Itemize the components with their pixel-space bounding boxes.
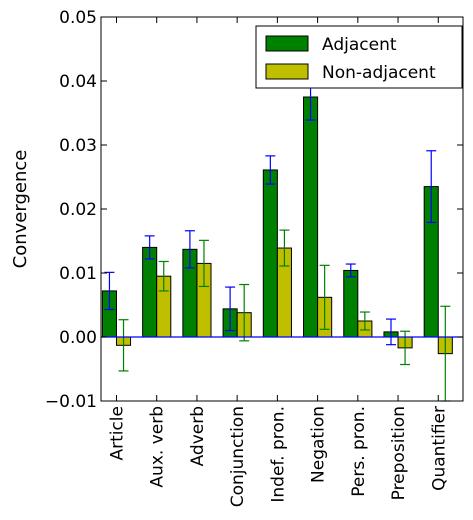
bars-layer bbox=[101, 96, 453, 355]
bar-adjacent-4 bbox=[262, 169, 278, 338]
error-bar-adjacent-2 bbox=[184, 230, 195, 269]
error-bar-non-adjacent-2 bbox=[198, 239, 209, 288]
y-axis-ticks: −0.01 0.00 0.01 0.02 0.03 0.04 0.05 bbox=[45, 8, 463, 412]
y-tick-label: 0.04 bbox=[59, 72, 97, 92]
error-bar-non-adjacent-1 bbox=[158, 260, 169, 292]
error-bar-non-adjacent-5 bbox=[319, 264, 330, 330]
error-bar-non-adjacent-4 bbox=[279, 229, 290, 267]
error-bar-adjacent-6 bbox=[345, 263, 356, 278]
legend-swatch-adjacent bbox=[265, 35, 309, 52]
y-tick-label: 0.00 bbox=[59, 328, 97, 348]
y-tick-label: 0.01 bbox=[59, 264, 97, 284]
legend-label-adjacent: Adjacent bbox=[322, 35, 397, 55]
y-tick-label: 0.03 bbox=[59, 136, 97, 156]
legend-label-non-adjacent: Non-adjacent bbox=[322, 63, 436, 83]
x-tick-label: Preposition bbox=[389, 406, 409, 500]
x-axis-ticks: Article Aux. verb Adverb Conjunction Indef. … bbox=[107, 17, 449, 507]
bar-adjacent-5 bbox=[303, 96, 319, 338]
legend: Adjacent Non-adjacent bbox=[255, 25, 463, 89]
x-tick-label: Article bbox=[107, 406, 127, 461]
bar-adjacent-1 bbox=[142, 246, 158, 338]
error-bar-adjacent-1 bbox=[144, 235, 155, 260]
y-tick-label: 0.05 bbox=[59, 8, 97, 28]
error-bar-adjacent-4 bbox=[265, 155, 276, 185]
y-axis-label: Convergence bbox=[10, 150, 31, 269]
x-tick-label: Negation bbox=[309, 406, 329, 483]
error-bar-adjacent-3 bbox=[225, 286, 236, 332]
x-tick-label: Conjunction bbox=[228, 406, 248, 507]
x-tick-label: Pers. pron. bbox=[349, 406, 369, 497]
error-bar-non-adjacent-3 bbox=[239, 283, 250, 342]
x-tick-label: Indef. pron. bbox=[268, 406, 288, 503]
y-tick-label: −0.01 bbox=[45, 392, 97, 412]
y-tick-label: 0.02 bbox=[59, 200, 97, 220]
error-bar-non-adjacent-6 bbox=[359, 311, 370, 331]
x-tick-label: Adverb bbox=[188, 406, 208, 466]
error-bar-adjacent-7 bbox=[386, 318, 397, 346]
x-tick-label: Aux. verb bbox=[148, 406, 168, 488]
error-bar-adjacent-8 bbox=[426, 150, 437, 224]
x-tick-label: Quantifier bbox=[429, 406, 449, 491]
bar-adjacent-6 bbox=[343, 269, 359, 338]
error-bar-non-adjacent-0 bbox=[118, 319, 129, 372]
legend-swatch-non-adjacent bbox=[265, 63, 309, 80]
error-bars-layer bbox=[104, 73, 451, 402]
error-bar-adjacent-0 bbox=[104, 271, 115, 311]
